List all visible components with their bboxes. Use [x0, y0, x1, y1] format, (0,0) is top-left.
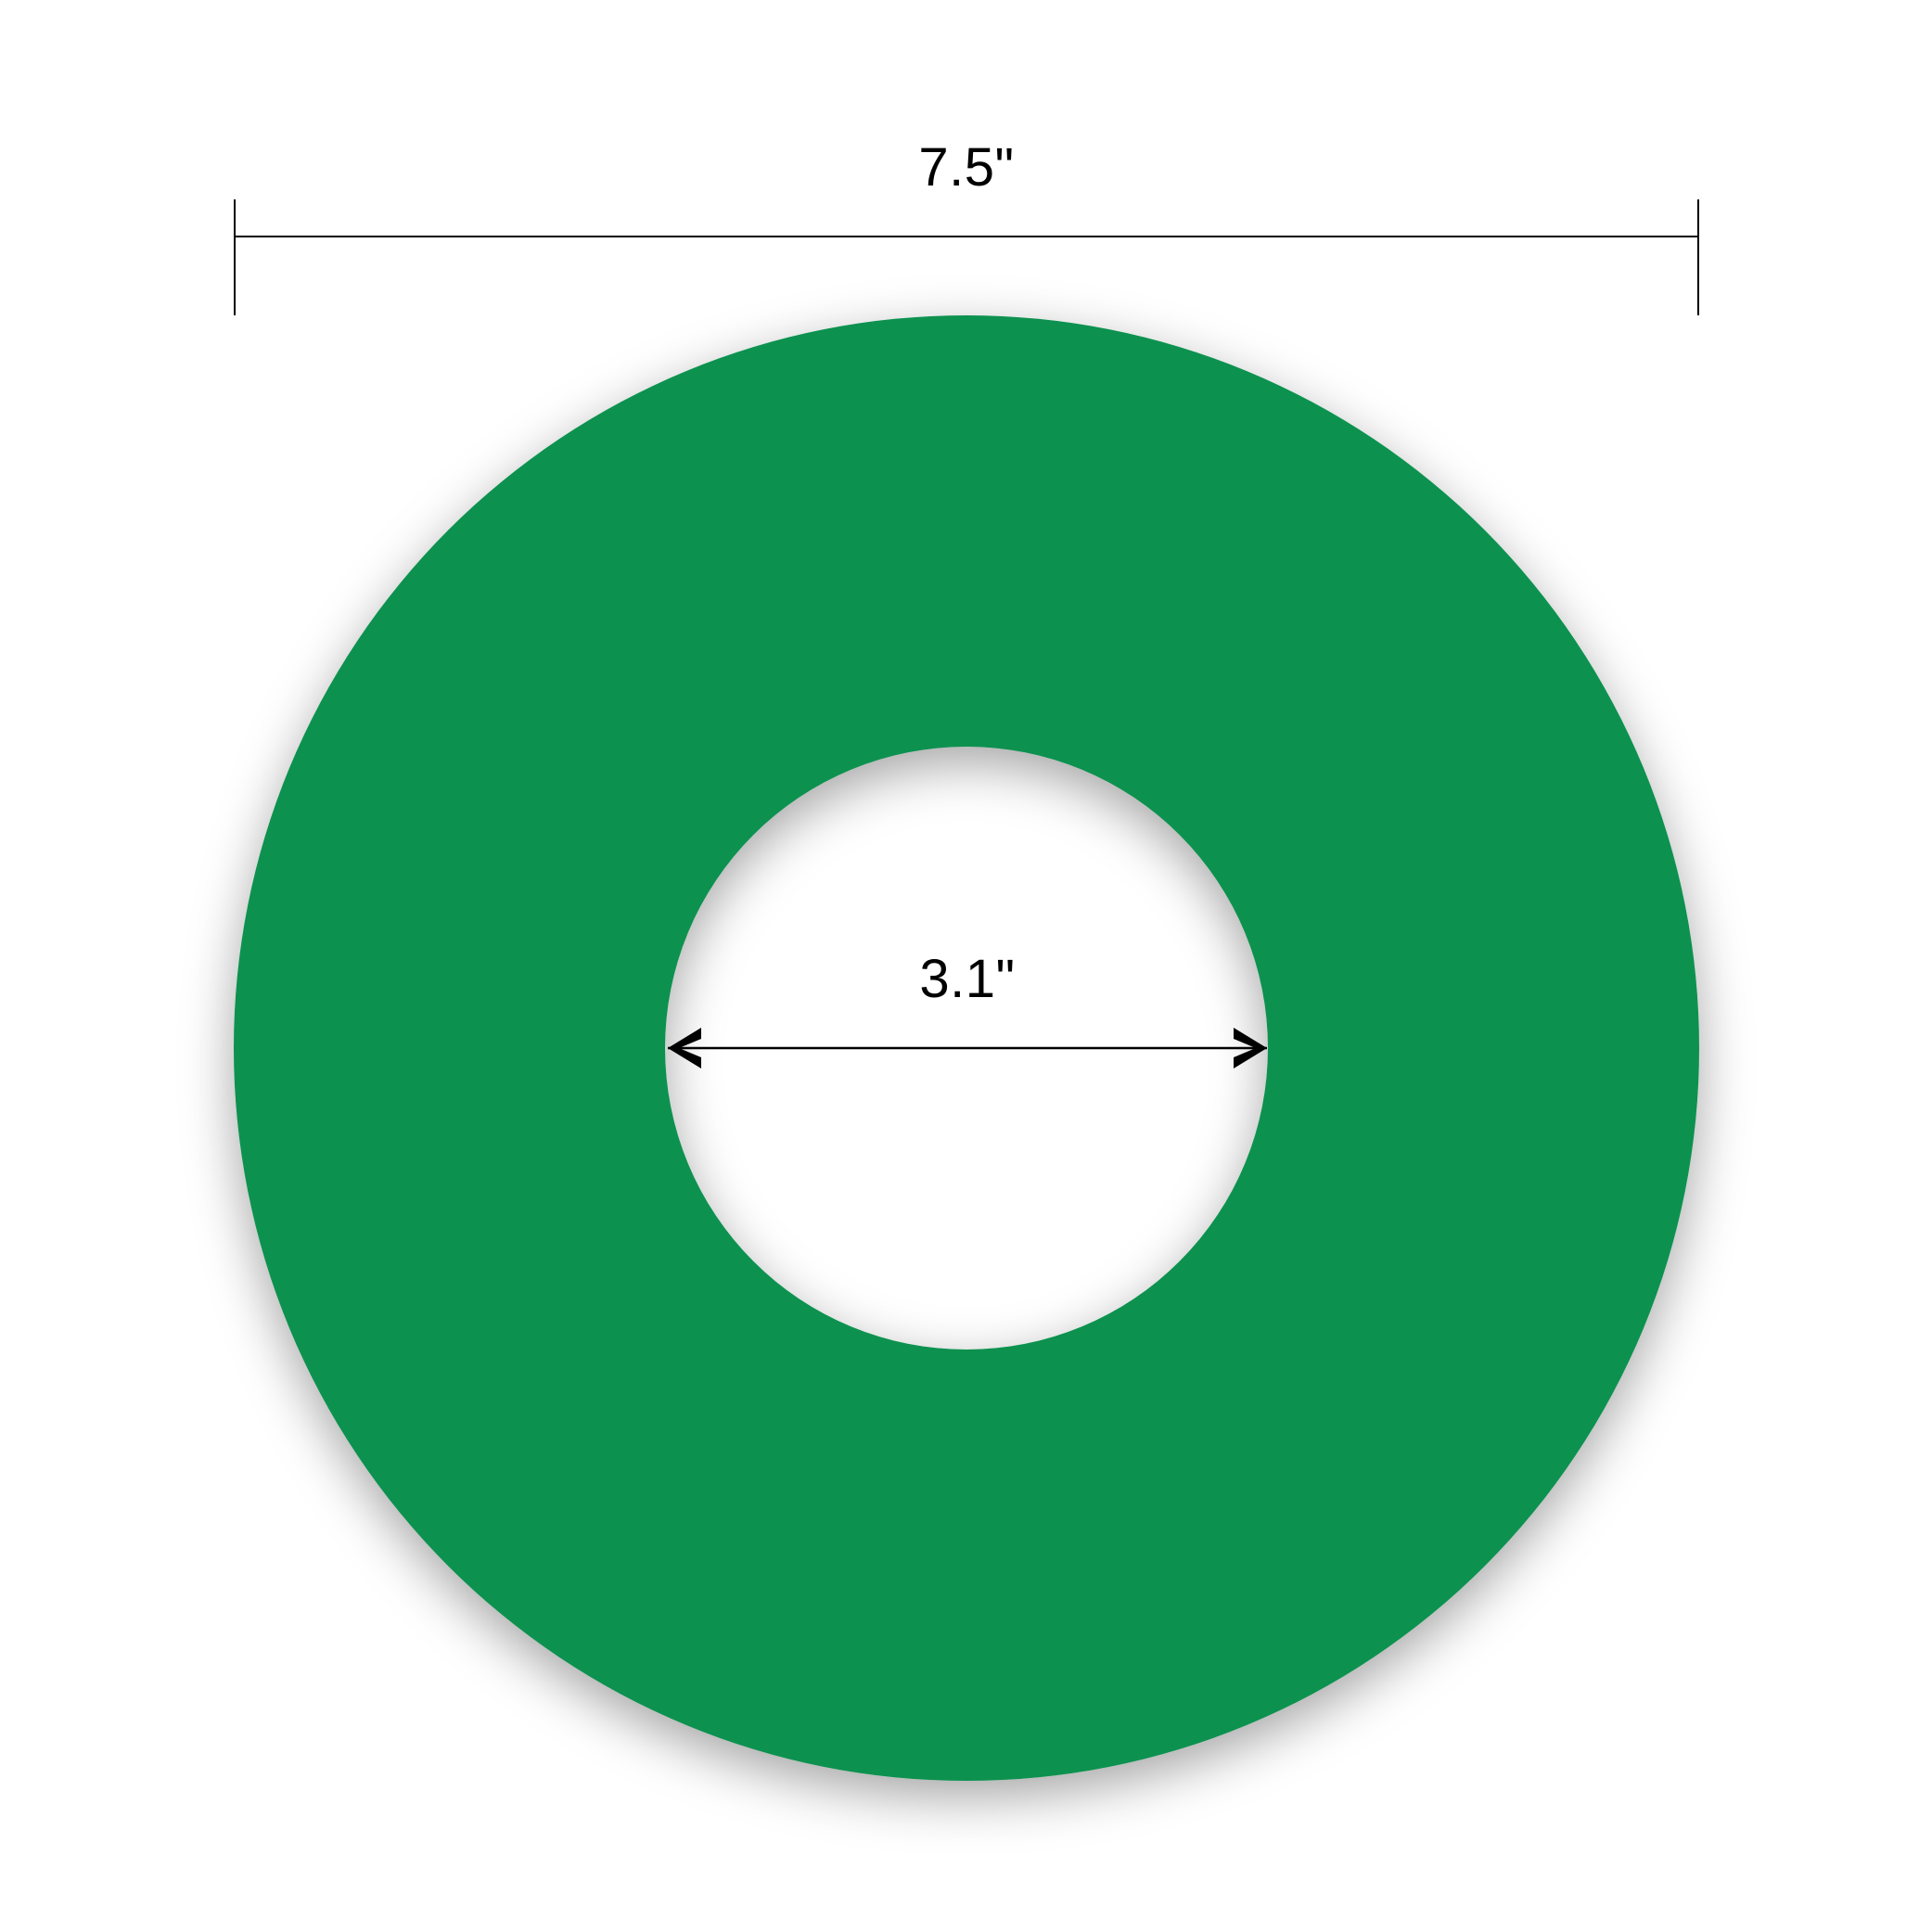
diagram-stage: 7.5" 3.1" [0, 0, 1932, 1932]
inner-dimension: 3.1" [668, 949, 1267, 1068]
inner-dimension-label: 3.1" [919, 949, 1015, 1009]
outer-dimension-label: 7.5" [918, 137, 1014, 198]
diagram-svg: 7.5" 3.1" [0, 0, 1932, 1932]
outer-dimension: 7.5" [235, 137, 1698, 315]
